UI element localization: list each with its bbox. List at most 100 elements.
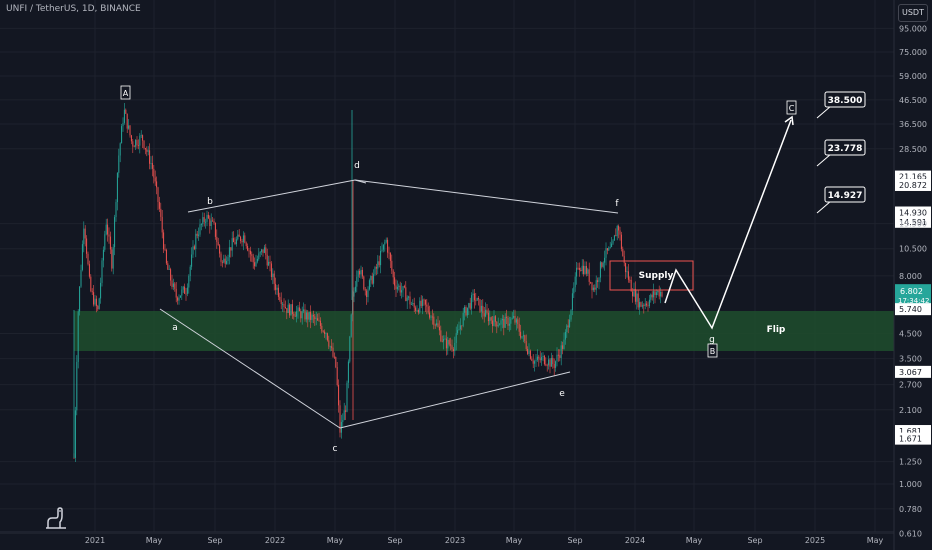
chart-title: UNFI / TetherUS, 1D, BINANCE (6, 4, 141, 14)
candle-body (595, 280, 597, 290)
wave-label-B: B (710, 347, 716, 356)
candle-body (364, 289, 366, 291)
candle-body (478, 297, 480, 300)
candle-body (111, 249, 113, 269)
wave-label-a: a (172, 323, 178, 333)
candle-body (562, 345, 564, 349)
candle-body (273, 273, 275, 284)
candle-body (172, 283, 174, 287)
candle-body (627, 271, 629, 280)
candle-body (349, 336, 351, 362)
candle-body (346, 382, 348, 412)
candle-body (361, 269, 363, 277)
candle-body (200, 224, 202, 225)
tradingview-logo-icon[interactable] (44, 506, 68, 530)
candle-body (119, 143, 121, 156)
currency-button[interactable]: USDT (898, 4, 928, 22)
candle-body (291, 304, 293, 314)
candle-body (254, 262, 256, 267)
candle-body (86, 238, 88, 254)
candle-body (410, 304, 412, 305)
target-pointer (816, 105, 832, 119)
candle-body (622, 248, 624, 257)
candle-body (329, 346, 331, 348)
candle-body (164, 249, 166, 251)
candle-body (633, 288, 635, 297)
candle-body (199, 224, 201, 235)
candle-body (230, 247, 232, 251)
candle-body (412, 303, 414, 305)
candle-body (423, 299, 425, 301)
candle-body (300, 311, 302, 319)
candle-body (658, 290, 660, 297)
candle-body (114, 217, 116, 248)
candle-body (167, 263, 169, 270)
time-tick-label: Sep (567, 536, 582, 545)
candle-body (182, 286, 184, 290)
candle-body (216, 236, 218, 243)
candle-body (514, 315, 516, 323)
candle-body (612, 240, 614, 244)
price-tick-label: 20.872 (899, 181, 927, 190)
candle-body (380, 250, 382, 266)
candle-body (539, 358, 541, 361)
candle-body (245, 242, 247, 247)
candle-body (377, 261, 379, 269)
time-tick-label: 2022 (265, 536, 285, 545)
time-axis[interactable]: 2021 May Sep 2022 May Sep 2023 May Sep 2024 May Sep… (0, 531, 894, 545)
candle-body (494, 316, 496, 322)
candle-body (125, 109, 127, 114)
candle-body (269, 261, 271, 264)
candle-body (430, 316, 432, 318)
candle-body (90, 276, 92, 291)
price-axis[interactable]: 95.000 75.000 59.000 46.500 36.500 28.500 21.1… (893, 0, 931, 550)
price-tick-label: 3.500 (899, 355, 922, 364)
candle-body (583, 265, 585, 275)
candle-body (121, 126, 123, 144)
price-tick-label: 14.930 (899, 208, 927, 217)
candle-body (438, 326, 440, 331)
candle-body (118, 155, 120, 173)
candle-body (277, 287, 279, 297)
candle-body (147, 150, 149, 152)
candle-body (465, 307, 467, 316)
candle-body (398, 285, 400, 287)
candle-body (646, 303, 648, 306)
time-tick-label: May (506, 536, 523, 545)
candle-body (293, 313, 295, 316)
candle-body (311, 315, 313, 320)
candle-body (657, 290, 659, 293)
time-tick-label: Sep (747, 536, 762, 545)
candle-body (405, 287, 407, 302)
candle-body (606, 248, 608, 251)
candle-body (283, 303, 285, 307)
candle-body (515, 319, 517, 323)
candle-body (266, 254, 268, 266)
price-tick-label: 36.500 (899, 120, 927, 129)
candle-body (597, 280, 599, 282)
candle-body (91, 290, 93, 293)
candle-body (385, 239, 387, 243)
candle-body (485, 309, 487, 317)
candle-body (640, 302, 642, 307)
candle-body (356, 276, 358, 287)
candle-body (259, 251, 261, 254)
candle-body (464, 307, 466, 313)
candle-body (389, 253, 391, 261)
candle-body (457, 330, 459, 334)
pattern-line (187, 179, 356, 213)
candle-body (641, 305, 643, 307)
candle-body (444, 338, 446, 340)
candle-body (97, 305, 99, 310)
candle-body (107, 224, 109, 235)
price-tick-bg (895, 303, 931, 316)
candle-body (504, 316, 506, 328)
candle-body (454, 343, 456, 352)
candle-body (88, 264, 90, 277)
candle-body (419, 300, 421, 313)
candle-body (84, 228, 86, 239)
target-box (824, 139, 866, 156)
candle-body (332, 347, 334, 357)
candle-body (629, 279, 631, 281)
